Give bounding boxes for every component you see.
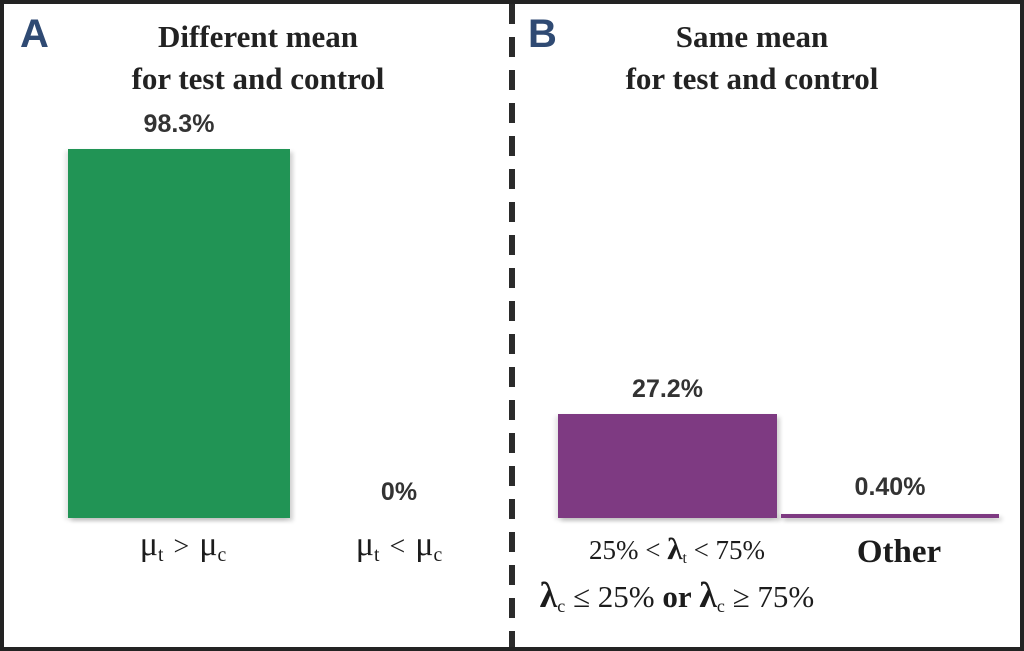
panel-divider-dashed-line <box>509 4 515 647</box>
lambda-symbol: λ <box>699 575 717 615</box>
mu-symbol: μ <box>415 526 434 563</box>
text-segment: 25% < <box>588 535 668 565</box>
mu-symbol: μ <box>139 526 159 563</box>
lambda-condition-line1: 25% < λt < 75% <box>588 532 766 568</box>
bar-a1-mu-t-greater-mu-c <box>68 149 290 518</box>
text-segment: ≥ 75% <box>724 579 815 614</box>
panel-b-title-line2: for test and control <box>625 61 879 96</box>
subscript-t: t <box>374 543 380 566</box>
mu-symbol: μ <box>199 526 218 563</box>
bar-a1-value-label: 98.3% <box>143 110 215 138</box>
subscript-c: c <box>716 596 725 617</box>
panel-b-title-line1: Same mean <box>675 19 829 54</box>
text-segment: < 75% <box>686 535 766 565</box>
panel-a-title-line2: for test and control <box>131 61 385 96</box>
bar-b1-value-label: 27.2% <box>632 375 703 403</box>
bar-b2-value-label: 0.40% <box>854 473 926 501</box>
subscript-c: c <box>433 543 443 566</box>
category-label-mu-t-less-mu-c: μt < μc <box>299 526 499 566</box>
subscript-t: t <box>682 550 687 568</box>
panel-b-letter: B <box>528 12 557 56</box>
panel-a-title-line1: Different mean <box>157 19 358 54</box>
subscript-c: c <box>217 543 227 566</box>
panel-b-title: Same mean for test and control <box>552 16 952 100</box>
lambda-condition-line2: λc ≤ 25% or λc ≥ 75% <box>516 575 838 618</box>
greater-than-operator: > <box>173 531 190 562</box>
bar-b2-other <box>781 514 999 518</box>
or-connector: or <box>662 579 692 614</box>
subscript-c: c <box>557 596 566 617</box>
text-segment: ≤ 25% <box>565 579 663 614</box>
lambda-symbol: λ <box>539 575 558 615</box>
bar-a2-value-label: 0% <box>380 478 418 506</box>
mu-symbol: μ <box>355 526 375 563</box>
category-label-mu-t-greater-mu-c: μt > μc <box>83 526 283 566</box>
category-label-lambda-condition: 25% < λt < 75% λc ≤ 25% or λc ≥ 75% <box>516 532 838 618</box>
panel-a-letter: A <box>20 12 49 56</box>
panel-a-title: Different mean for test and control <box>58 16 458 100</box>
category-label-other: Other <box>856 534 942 570</box>
lambda-symbol: λ <box>667 531 683 566</box>
less-than-operator: < <box>389 531 406 562</box>
subscript-t: t <box>158 543 164 566</box>
bar-b1-lambda-condition <box>558 414 777 518</box>
